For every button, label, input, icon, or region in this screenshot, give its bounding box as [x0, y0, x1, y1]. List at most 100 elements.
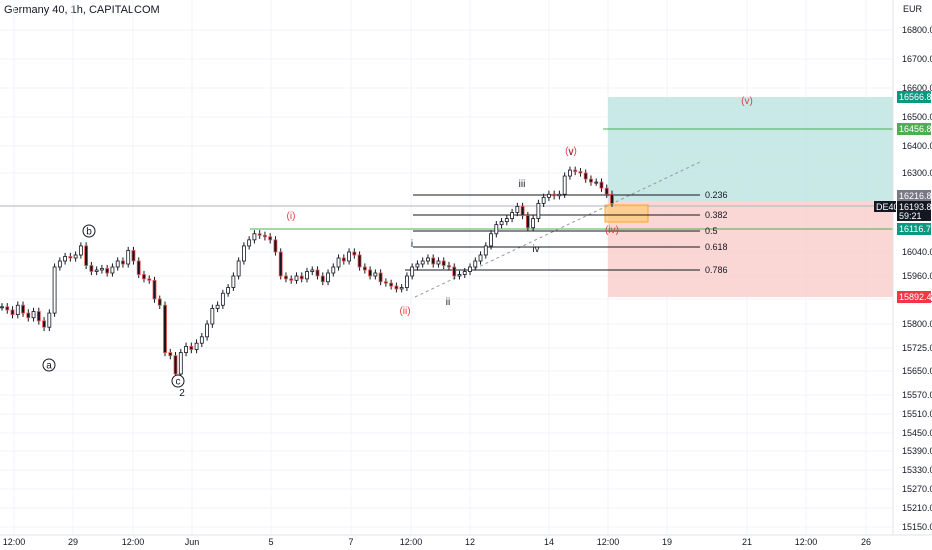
y-tick-label: 15800.0 [902, 319, 932, 329]
candle-body [610, 193, 614, 204]
x-tick-label: 21 [742, 537, 752, 547]
y-tick-label: 15270.0 [902, 484, 932, 494]
candle-body [263, 234, 267, 238]
fib-label: 0.618 [705, 242, 728, 252]
wave-2: 2 [179, 388, 185, 399]
candle-body [594, 181, 599, 184]
candle-body [78, 245, 83, 256]
candle-body [105, 268, 110, 274]
candle-body [415, 263, 420, 268]
x-tick-label: 12:00 [795, 537, 818, 547]
candle-body [241, 245, 246, 262]
x-tick-label: 19 [662, 537, 672, 547]
candle-body [389, 282, 394, 287]
fib-label: 0.786 [705, 265, 728, 275]
candle-body [268, 236, 273, 241]
candle-body [447, 265, 451, 268]
candle-body [152, 279, 157, 300]
candle-body [210, 307, 215, 325]
candle-body [541, 196, 546, 204]
candle-body [199, 336, 204, 344]
y-tick-label: 15210.0 [902, 503, 932, 513]
badge-target: 16456.8 [899, 124, 932, 134]
y-tick-label: 15570.0 [902, 390, 932, 400]
x-tick-label: 7 [348, 537, 353, 547]
candle-body [320, 275, 325, 283]
candle-body [331, 266, 336, 274]
candle-body [10, 309, 15, 316]
wave-ii-red: (ii) [399, 306, 410, 317]
candle-body [383, 281, 388, 284]
x-tick-label: 12:00 [3, 537, 26, 547]
badge-take-profit-bg [897, 91, 931, 103]
candle-body [373, 272, 378, 277]
candle-body [84, 245, 89, 266]
candle-body [504, 218, 509, 223]
x-tick-label: 12:00 [122, 537, 145, 547]
candle-body [568, 169, 572, 177]
wave-v-red: (v) [565, 146, 577, 157]
fib-label: 0.382 [705, 210, 728, 220]
candle-body [168, 352, 173, 357]
candle-body [131, 250, 136, 262]
candle-body [604, 187, 609, 195]
candle-body [510, 212, 514, 219]
currency-label: EUR [903, 4, 923, 14]
chart-title: Germany 40, 1h, CAPITALCOM [4, 4, 160, 16]
candle-body [483, 245, 488, 256]
candle-body [21, 304, 25, 314]
x-tick-label: 12:00 [400, 537, 423, 547]
candle-body [536, 202, 541, 219]
x-tick-label: 5 [268, 537, 273, 547]
y-tick-label: 15450.0 [902, 428, 932, 438]
candle-body [57, 260, 62, 268]
wave-a: a [46, 361, 52, 372]
candle-body [305, 271, 309, 280]
candle-body [68, 256, 73, 259]
candle-body [36, 311, 41, 322]
y-tick-label: 16800.0 [902, 25, 932, 35]
y-tick-label: 15510.0 [902, 409, 932, 419]
loss-zone [608, 201, 893, 297]
candle-body [436, 260, 441, 265]
candle-body [420, 260, 425, 265]
profit-zone [608, 97, 893, 201]
candle-body [273, 239, 278, 253]
wave-v-target: (v) [741, 96, 753, 107]
wave-b: b [86, 227, 92, 238]
candle-body [473, 260, 478, 268]
candles [0, 166, 614, 378]
candle-body [110, 266, 115, 274]
y-tick-label: 16040.0 [902, 247, 932, 257]
y-tick-label: 16700.0 [902, 54, 932, 64]
candle-body [573, 169, 578, 172]
wave-v: v [569, 147, 574, 158]
candle-body [294, 275, 299, 281]
wave-c-circle [171, 374, 185, 388]
wave-b-circle [82, 224, 96, 238]
wave-c: c [176, 377, 181, 388]
candle-body [236, 260, 241, 277]
candle-body [578, 171, 583, 174]
candle-body [431, 257, 436, 265]
candle-body [42, 320, 46, 328]
candle-body [157, 298, 162, 306]
x-tick-label: Jun [185, 537, 200, 547]
candle-body [352, 251, 357, 256]
candle-body [0, 306, 4, 309]
candle-body [462, 271, 467, 275]
badge-last-price: 16193.8 [899, 202, 932, 212]
candle-body [410, 266, 415, 277]
candle-body [489, 233, 493, 247]
candle-body [226, 287, 231, 294]
candle-body [557, 193, 562, 197]
candle-body [194, 342, 199, 350]
candle-body [357, 254, 362, 268]
candle-body [336, 257, 341, 268]
candle-body [89, 265, 94, 272]
candle-body [310, 269, 315, 272]
entry-box [604, 204, 649, 223]
y-tick-label: 15650.0 [902, 366, 932, 376]
